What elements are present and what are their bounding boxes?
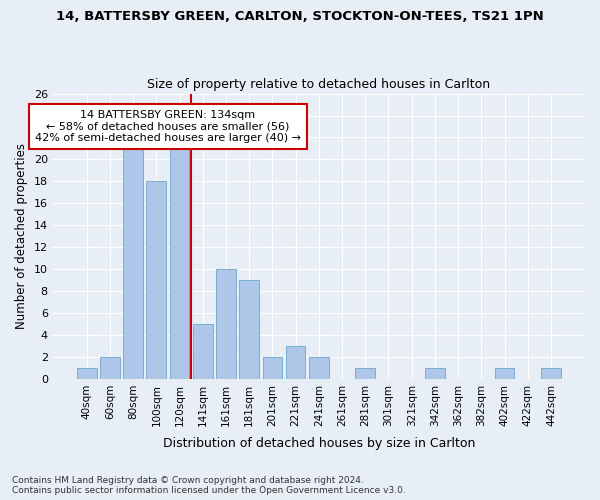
Bar	[494, 368, 514, 379]
Bar	[286, 346, 305, 379]
X-axis label: Distribution of detached houses by size in Carlton: Distribution of detached houses by size …	[163, 437, 475, 450]
Bar	[355, 368, 375, 379]
Bar	[77, 368, 97, 379]
Bar	[541, 368, 561, 379]
Bar	[239, 280, 259, 379]
Bar	[146, 182, 166, 379]
Bar	[170, 148, 190, 379]
Bar	[216, 269, 236, 379]
Bar	[123, 148, 143, 379]
Bar	[263, 357, 282, 379]
Bar	[100, 357, 120, 379]
Text: 14, BATTERSBY GREEN, CARLTON, STOCKTON-ON-TEES, TS21 1PN: 14, BATTERSBY GREEN, CARLTON, STOCKTON-O…	[56, 10, 544, 23]
Bar	[309, 357, 329, 379]
Text: Contains HM Land Registry data © Crown copyright and database right 2024.
Contai: Contains HM Land Registry data © Crown c…	[12, 476, 406, 495]
Y-axis label: Number of detached properties: Number of detached properties	[15, 143, 28, 329]
Bar	[193, 324, 212, 379]
Text: 14 BATTERSBY GREEN: 134sqm
← 58% of detached houses are smaller (56)
42% of semi: 14 BATTERSBY GREEN: 134sqm ← 58% of deta…	[35, 110, 301, 143]
Bar	[425, 368, 445, 379]
Title: Size of property relative to detached houses in Carlton: Size of property relative to detached ho…	[147, 78, 490, 91]
